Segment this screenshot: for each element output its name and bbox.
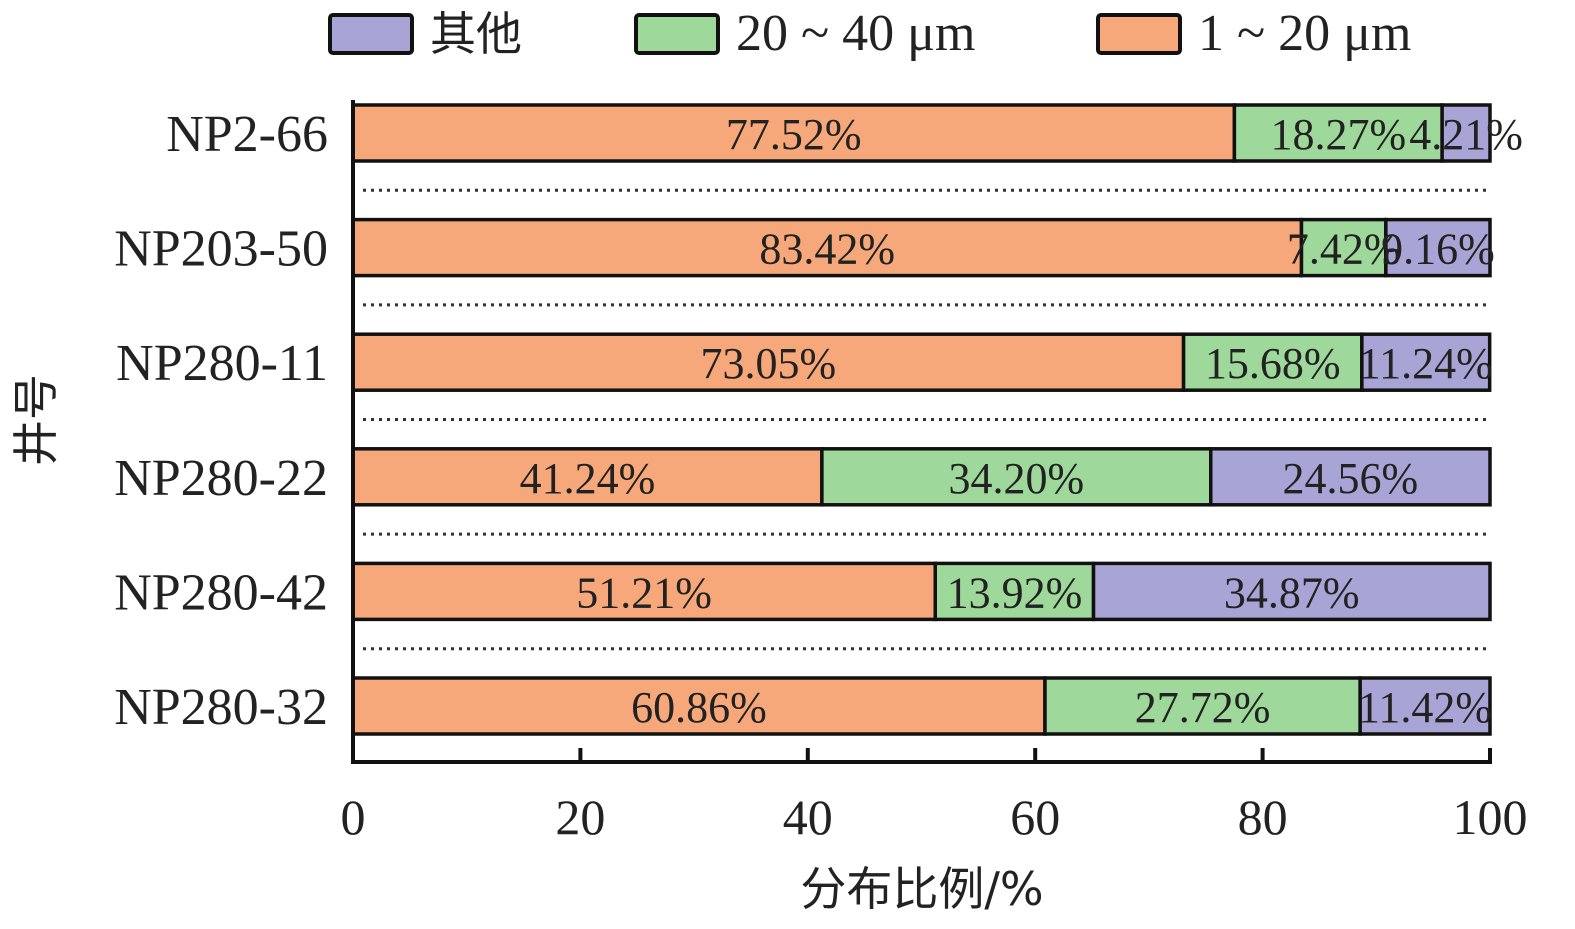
axes: NP2-66 NP203-50 NP280-11 NP280-22 NP280-42 NP… [114, 100, 1528, 845]
data-label-np280-42-series-2: 34.87% [1224, 568, 1360, 617]
bar-np280-42-series-2 [1091, 561, 1492, 622]
bar-np280-22-series-1 [820, 447, 1213, 507]
legend-label-1-20-m: 1 ~ 20 μm [1198, 5, 1411, 62]
x-tick-label-0: 0 [341, 789, 366, 845]
x-tick-label-20: 20 [555, 789, 605, 845]
bar-np280-32-series-1 [1043, 676, 1362, 736]
x-axis-title: 分布比例/% [800, 862, 1043, 916]
data-labels: 77.52% 18.27% 4.21% 83.42% 7.42%9.16% 73.05% 1… [520, 110, 1523, 732]
y-axis-title: 井号 [9, 374, 63, 466]
row-separators [363, 188, 1488, 651]
x-tick-label-60: 60 [1010, 789, 1060, 845]
legend-label-20-40-m: 20 ~ 40 μm [736, 5, 975, 62]
data-label-np280-22-series-0: 41.24% [520, 454, 656, 503]
legend-swatch-other [328, 13, 414, 55]
x-tick-label-80: 80 [1238, 789, 1288, 845]
bar-np2-66-series-0 [351, 103, 1237, 163]
data-label-np280-11-series-2: 11.24% [1359, 339, 1493, 388]
data-label-np2-66-series-2: 4.21% [1409, 110, 1523, 159]
data-label-np280-11-series-1: 15.68% [1205, 339, 1341, 388]
data-label-np280-22-series-1: 34.20% [948, 454, 1084, 503]
data-label-np280-32-series-2: 11.42% [1358, 683, 1492, 732]
bar-np203-50-series-0 [351, 217, 1304, 278]
data-label-np280-11-series-0: 73.05% [700, 339, 836, 388]
bar-np280-11-series-1 [1181, 332, 1364, 392]
bar-np280-32-series-2 [1358, 676, 1492, 736]
legend: 其他 20 ~ 40 μm 1 ~ 20 μm [328, 5, 1411, 62]
data-label-np203-50-series-2: 9.16% [1381, 225, 1495, 274]
data-label-np280-22-series-2: 24.56% [1283, 454, 1419, 503]
data-label-np203-50-series-0: 83.42% [759, 225, 895, 274]
y-tick-label-np203-50: NP203-50 [114, 221, 328, 278]
legend-swatch-20-40-m [634, 13, 720, 55]
bar-np280-11-series-2 [1360, 332, 1492, 392]
data-label-np280-32-series-0: 60.86% [631, 683, 767, 732]
legend-swatch-1-20-m [1096, 13, 1182, 55]
bar-np280-42-series-0 [351, 561, 938, 622]
bar-np280-22-series-2 [1209, 447, 1492, 507]
y-tick-label-np2-66: NP2-66 [166, 106, 328, 163]
bar-np203-50-series-2 [1384, 217, 1492, 278]
x-tick-label-100: 100 [1453, 789, 1528, 845]
data-label-np2-66-series-0: 77.52% [726, 110, 862, 159]
legend-label-other: 其他 [430, 7, 522, 61]
data-label-np280-32-series-1: 27.72% [1135, 683, 1271, 732]
data-label-np280-42-series-0: 51.21% [576, 568, 712, 617]
x-tick-label-40: 40 [783, 789, 833, 845]
bars [351, 103, 1492, 736]
y-tick-label-np280-11: NP280-11 [116, 335, 328, 392]
y-tick-label-np280-22: NP280-22 [114, 450, 328, 507]
y-tick-label-np280-42: NP280-42 [114, 564, 328, 621]
data-label-np280-42-series-1: 13.92% [947, 568, 1083, 617]
y-tick-label-np280-32: NP280-32 [114, 679, 328, 736]
bar-np280-11-series-0 [351, 332, 1186, 392]
data-label-np203-50-series-1: 7.42% [1287, 225, 1401, 274]
bar-np280-32-series-0 [351, 676, 1047, 736]
bar-np2-66-series-2 [1440, 103, 1492, 163]
data-label-np2-66-series-1: 18.27% [1270, 110, 1406, 159]
